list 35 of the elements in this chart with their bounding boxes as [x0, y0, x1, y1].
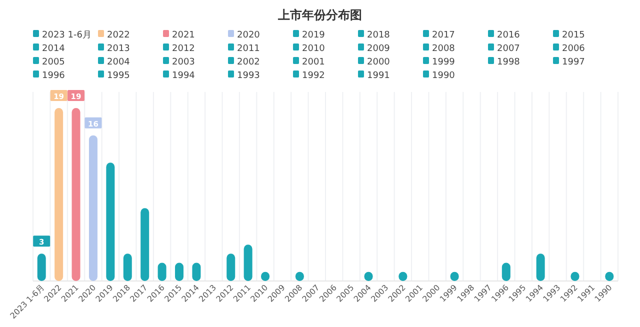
legend-label: 1990 [432, 71, 456, 81]
legend-label: 1997 [562, 58, 585, 68]
legend-label: 1998 [497, 58, 520, 68]
legend-label: 2017 [432, 30, 455, 40]
chart-title: 上市年份分布图 [277, 8, 362, 22]
legend-label: 2007 [497, 44, 520, 54]
legend-label: 2003 [172, 58, 195, 68]
legend-label: 2004 [107, 58, 130, 68]
legend-label: 2006 [562, 44, 586, 54]
legend-label: 2020 [237, 30, 260, 40]
legend-label: 1994 [172, 71, 196, 81]
legend-label: 2015 [562, 30, 585, 40]
legend-label: 1995 [107, 71, 130, 81]
legend-label: 2008 [432, 44, 456, 54]
legend-label: 1996 [42, 71, 66, 81]
legend-label: 2005 [42, 58, 65, 68]
legend-label: 2018 [367, 30, 390, 40]
legend-label: 1991 [367, 71, 390, 81]
legend-label: 2010 [302, 44, 326, 54]
legend-label: 2016 [497, 30, 520, 40]
legend-label: 2000 [367, 58, 390, 68]
legend-label: 2013 [107, 44, 130, 54]
legend-label: 2021 [172, 30, 195, 40]
legend-label: 2009 [367, 44, 390, 54]
legend-label: 1999 [432, 58, 456, 68]
legend-label: 1993 [237, 71, 260, 81]
legend-label: 2014 [42, 44, 66, 54]
legend-label: 2022 [107, 30, 130, 40]
legend-label: 2019 [302, 30, 326, 40]
legend-label: 2001 [302, 58, 325, 68]
legend-label: 2023 1-6月 [42, 30, 92, 40]
legend-label: 2012 [172, 44, 195, 54]
legend-label: 2002 [237, 58, 260, 68]
legend-label: 1992 [302, 71, 325, 81]
legend-label: 2011 [237, 44, 260, 54]
